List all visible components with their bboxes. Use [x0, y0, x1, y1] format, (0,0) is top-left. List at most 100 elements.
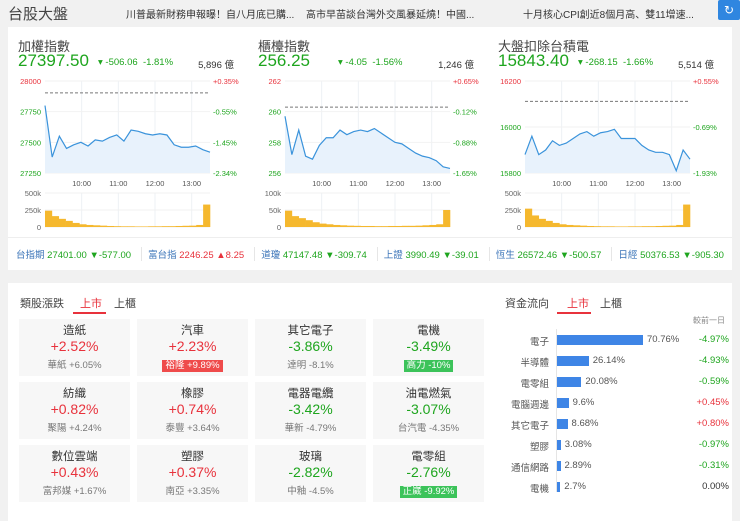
volume-bar	[429, 224, 437, 227]
ticker-item[interactable]: 道瓊 47147.48 ▼-309.74	[254, 247, 373, 261]
index-value: 15843.40	[498, 51, 569, 70]
sector-top-stock: 泰豐 +3.64%	[165, 423, 220, 434]
sector-tile[interactable]: 數位雲端 +0.43% 富邦媒 +1.67%	[19, 445, 130, 502]
sector-tile[interactable]: 電機 -3.49% 高力 -10%	[373, 319, 484, 376]
price-line	[524, 128, 691, 173]
x-tick-label: 10:00	[72, 179, 91, 188]
refresh-button[interactable]: ↻	[718, 0, 740, 20]
sector-tile[interactable]: 玻璃 -2.82% 中釉 -4.5%	[255, 445, 366, 502]
divider	[8, 237, 732, 238]
sector-tile[interactable]: 油電燃氣 -3.07% 台汽電 -4.35%	[373, 382, 484, 439]
flow-share: 2.7%	[564, 481, 586, 492]
volume-bar	[134, 226, 142, 227]
flow-bar	[557, 440, 561, 450]
volume-bar	[683, 204, 691, 227]
sector-tile[interactable]: 汽車 +2.23% 裕隆 +9.89%	[137, 319, 248, 376]
news-link[interactable]: 川普最新財務申報曝！自八月底已購...	[126, 10, 295, 21]
flow-bar	[557, 461, 561, 471]
ticker-label: 台指期	[16, 250, 45, 261]
page-title: 台股大盤	[8, 6, 69, 23]
flow-tab-listed[interactable]: 上市	[567, 298, 589, 310]
sector-tile[interactable]: 橡膠 +0.74% 泰豐 +3.64%	[137, 382, 248, 439]
price-area	[285, 116, 450, 173]
volume-tick-label: 50k	[269, 206, 281, 215]
ticker-item[interactable]: 恆生 26572.46 ▼-500.57	[488, 247, 608, 261]
volume-bar	[360, 225, 368, 227]
sector-tile[interactable]: 造紙 +2.52% 華紙 +6.05%	[19, 319, 130, 376]
flow-share: 9.6%	[572, 397, 595, 408]
volume-bar	[346, 225, 355, 227]
sector-tile[interactable]: 塑膠 +0.37% 南亞 +3.35%	[137, 445, 248, 502]
sector-pct: -2.76%	[406, 464, 451, 480]
volume-bar	[580, 225, 588, 227]
index-pct: -1.81%	[142, 57, 174, 68]
ticker-change: ▼-500.57	[559, 250, 602, 261]
volume-bar	[593, 226, 601, 227]
sector-tile[interactable]: 紡織 +0.82% 聚陽 +4.24%	[19, 382, 130, 439]
ticker-value: 26572.46	[517, 250, 558, 261]
volume-bar	[189, 225, 197, 227]
ticker-item[interactable]: 台指期 27401.00 ▼-577.00	[10, 247, 137, 261]
price-area	[45, 105, 210, 173]
volume-tick-label: 250k	[505, 206, 522, 215]
ticker-bar: 台指期 27401.00 ▼-577.00 富台指 2246.25 ▲8.25 道瓊…	[8, 244, 732, 264]
flow-sector-name: 塑膠	[529, 442, 549, 453]
volume-bar	[326, 224, 334, 227]
sector-tile[interactable]: 電零組 -2.76% 正崴 -9.92%	[373, 445, 484, 502]
fund-flow-title: 資金流向	[505, 298, 549, 310]
x-tick-label: 10:00	[312, 179, 331, 188]
tab-otc[interactable]: 上櫃	[114, 298, 136, 310]
volume-bar	[155, 226, 163, 227]
ticker-change: ▼-905.30	[682, 250, 724, 261]
ticker-value: 50376.53	[640, 250, 680, 261]
ticker-value: 2246.25	[179, 250, 214, 261]
sector-tile[interactable]: 其它電子 -3.86% 達明 -8.1%	[255, 319, 366, 376]
y-tick-label-pct: -0.12%	[453, 108, 477, 117]
volume-bar	[621, 226, 629, 227]
y-tick-label-pct: +0.35%	[213, 77, 239, 86]
price-line	[284, 116, 451, 169]
volume-bar	[45, 210, 53, 227]
sector-tile[interactable]: 電器電纜 -3.42% 華新 -4.79%	[255, 382, 366, 439]
ticker-change: ▼-309.74	[325, 250, 367, 261]
x-tick-label: 13:00	[662, 179, 681, 188]
volume-bar	[600, 226, 608, 227]
flow-tab-otc[interactable]: 上櫃	[600, 298, 622, 310]
volume-tick-label: 0	[517, 223, 521, 232]
sector-pct: -3.42%	[288, 401, 333, 417]
volume-bar	[381, 226, 389, 227]
ticker-item[interactable]: 富台指 2246.25 ▲8.25	[141, 247, 250, 261]
x-tick-label: 11:00	[109, 179, 127, 188]
news-link[interactable]: 十月核心CPI創近8個月高、雙11增速...	[523, 10, 694, 21]
intraday-chart: 16200 +0.55% 16000 -0.69% 15800 -1.93% 10:00 11…	[500, 77, 719, 232]
y-tick-label: 260	[268, 108, 281, 117]
news-link[interactable]: 高市早苗談台灣外交風暴延燒！中國...	[306, 10, 475, 21]
flow-sector-name: 電機	[529, 484, 549, 495]
sector-top-stock: 高力 -10%	[403, 360, 454, 372]
sector-top-stock: 達明 -8.1%	[287, 360, 334, 371]
tab-listed[interactable]: 上市	[80, 298, 102, 310]
index-pct: -1.66%	[622, 57, 654, 68]
volume-bar	[614, 226, 622, 227]
down-arrow-icon: ▾	[578, 57, 583, 68]
index-volume: 5,896 億	[198, 60, 234, 71]
volume-bar	[148, 226, 156, 227]
sector-name: 電機	[417, 325, 440, 337]
sector-top-stock: 正崴 -9.92%	[399, 486, 458, 498]
refresh-icon: ↻	[723, 3, 735, 17]
sector-name: 電零組	[411, 451, 446, 463]
price-area	[525, 129, 690, 173]
ticker-item[interactable]: 日經 50376.53 ▼-905.30	[611, 247, 730, 261]
flow-share: 8.68%	[571, 418, 599, 429]
sector-name: 數位雲端	[51, 451, 98, 463]
y-tick-label-pct: -2.34%	[213, 169, 237, 178]
sector-name: 其它電子	[287, 325, 334, 337]
ticker-item[interactable]: 上證 3990.49 ▼-39.01	[376, 247, 485, 261]
volume-bar	[291, 216, 300, 227]
y-tick-label: 256	[268, 169, 281, 178]
sector-name: 造紙	[63, 325, 86, 337]
ticker-label: 富台指	[148, 250, 177, 261]
flow-share: 20.08%	[585, 376, 618, 387]
sector-pct: -3.07%	[406, 401, 451, 417]
y-tick-label-pct: +0.55%	[693, 77, 719, 86]
